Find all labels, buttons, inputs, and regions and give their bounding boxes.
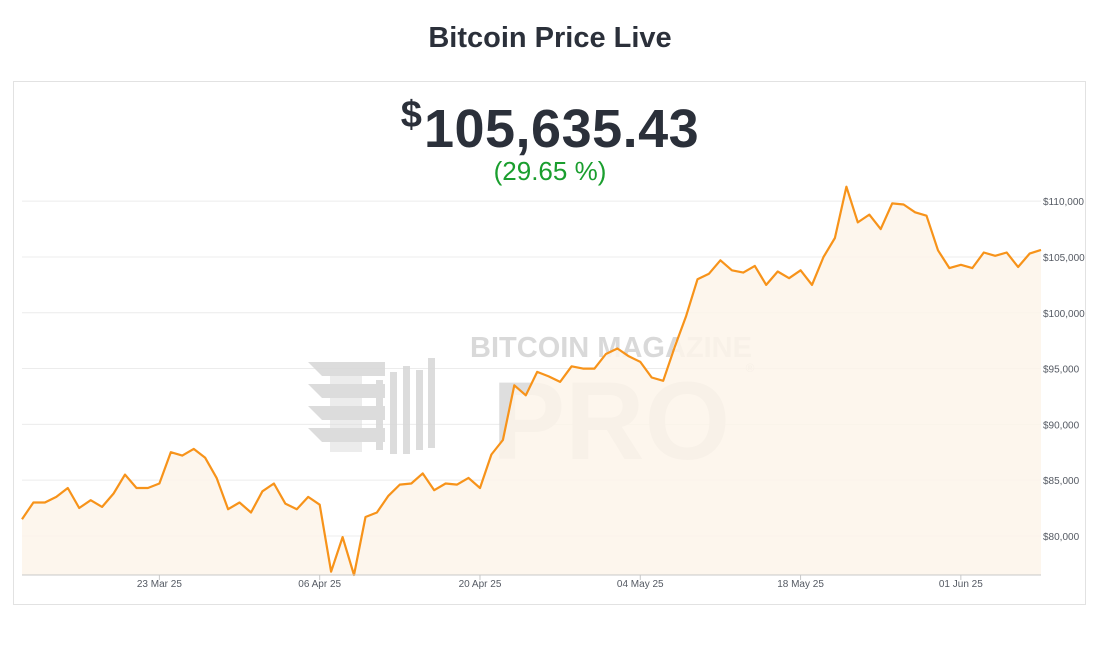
x-tick-label: 23 Mar 25 <box>137 579 182 590</box>
price-value: 105,635.43 <box>423 99 700 159</box>
y-tick-label: $85,000 <box>1043 476 1080 487</box>
price-display: $105,635.43 <box>0 94 1100 160</box>
y-tick-label: $90,000 <box>1043 420 1080 431</box>
x-axis: 23 Mar 25 06 Apr 25 20 Apr 25 04 May 25 18 M… <box>137 575 983 590</box>
page-title: Bitcoin Price Live <box>428 22 672 54</box>
y-tick-label: $100,000 <box>1043 309 1085 320</box>
price-currency: $ <box>400 94 422 136</box>
y-tick-label: $80,000 <box>1043 532 1080 543</box>
x-tick-label: 01 Jun 25 <box>939 579 983 590</box>
x-tick-label: 04 May 25 <box>617 579 664 590</box>
price-change-percent: (29.65 %) <box>493 156 607 186</box>
x-tick-label: 20 Apr 25 <box>459 579 502 590</box>
price-area-fill <box>22 186 1041 575</box>
y-tick-label: $105,000 <box>1043 253 1085 264</box>
y-axis: $80,000 $85,000 $90,000 $95,000 $100,000 $105… <box>1043 197 1085 543</box>
x-tick-label: 18 May 25 <box>777 579 824 590</box>
x-tick-label: 06 Apr 25 <box>298 579 341 590</box>
y-tick-label: $95,000 <box>1043 365 1080 376</box>
price-line[interactable] <box>21 185 1042 577</box>
y-tick-label: $110,000 <box>1043 197 1084 208</box>
watermark-logo-icon <box>308 358 435 454</box>
